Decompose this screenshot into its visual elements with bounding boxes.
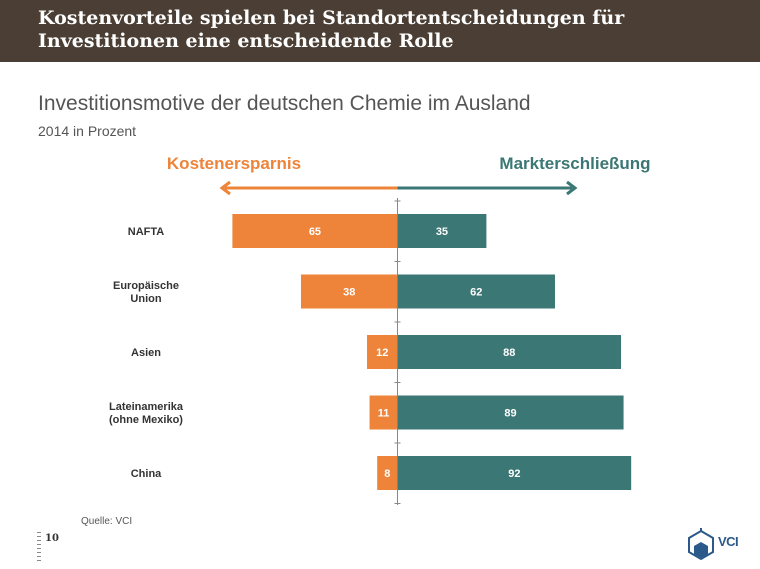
legend-label-market: Markterschließung <box>499 154 650 173</box>
data-label-cost: 65 <box>309 226 321 238</box>
legend-label-cost: Kostenersparnis <box>167 154 301 173</box>
bar-market <box>397 335 622 369</box>
chart-subtitle: 2014 in Prozent <box>38 123 137 139</box>
category-label: NAFTA <box>128 226 165 238</box>
vci-logo-text: VCI <box>718 534 739 549</box>
data-label-market: 88 <box>503 347 515 359</box>
data-label-cost: 12 <box>376 347 388 359</box>
page-number-marker: 10 <box>37 530 67 562</box>
data-label-market: 35 <box>436 226 448 238</box>
header-title-line-1: Kostenvorteile spielen bei Standortentsc… <box>38 7 625 29</box>
source-note: Quelle: VCI <box>81 516 133 527</box>
data-label-cost: 8 <box>384 468 390 480</box>
vci-hexagon-icon <box>688 528 714 561</box>
bar-cost <box>300 274 398 309</box>
bar-cost <box>367 335 398 369</box>
data-label-cost: 38 <box>343 287 355 299</box>
category-label: Lateinamerika (ohne Mexiko) <box>109 401 184 426</box>
category-label: China <box>131 468 162 480</box>
vci-logo: VCI <box>684 528 744 562</box>
category-label: Europäische Union <box>113 280 179 305</box>
bar-cost <box>377 456 398 490</box>
data-label-market: 62 <box>470 287 482 299</box>
header-title-line-2: Investitionen eine entscheidende Rolle <box>38 30 454 52</box>
page-number: 10 <box>45 533 59 544</box>
data-label-market: 89 <box>504 408 516 420</box>
bar-market <box>397 274 555 309</box>
legend-arrowhead-cost <box>219 180 231 196</box>
data-label-market: 92 <box>508 468 520 480</box>
bar-cost <box>232 214 398 248</box>
bar-cost <box>369 395 398 430</box>
header-banner: Kostenvorteile spielen bei Standortentsc… <box>0 0 760 62</box>
chart-title: Investitionsmotive der deutschen Chemie … <box>38 92 531 115</box>
data-label-cost: 11 <box>378 408 390 420</box>
bar-market <box>397 214 487 248</box>
bar-market <box>397 456 632 490</box>
legend-arrowhead-market <box>566 180 578 196</box>
bar-market <box>397 395 624 430</box>
category-label: Asien <box>131 347 161 359</box>
